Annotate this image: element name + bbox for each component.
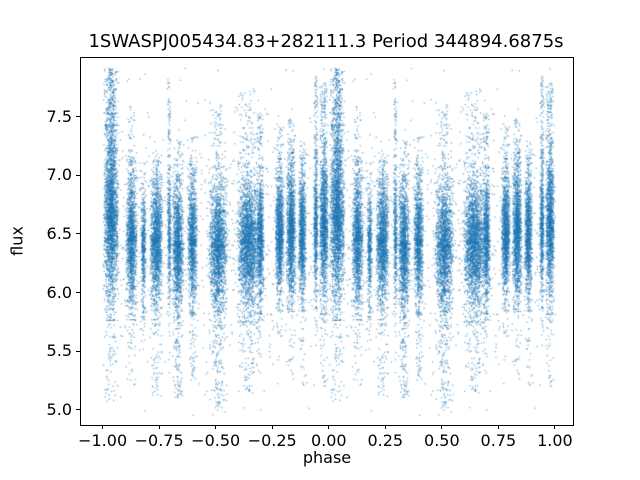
y-tick-mark bbox=[76, 409, 80, 411]
x-tick-mark bbox=[215, 425, 217, 429]
x-tick-label: −0.25 bbox=[247, 431, 297, 450]
x-tick-mark bbox=[554, 425, 556, 429]
y-tick-label: 5.5 bbox=[46, 341, 72, 361]
x-tick-label: 0.25 bbox=[367, 431, 404, 450]
y-tick-mark bbox=[76, 350, 80, 352]
x-tick-label: −0.50 bbox=[191, 431, 241, 450]
y-tick-label: 7.5 bbox=[46, 106, 72, 126]
x-tick-label: −1.00 bbox=[78, 431, 128, 450]
x-tick-label: −0.75 bbox=[134, 431, 184, 450]
x-tick-label: 0.00 bbox=[310, 431, 347, 450]
x-tick-label: 0.75 bbox=[480, 431, 517, 450]
x-tick-mark bbox=[497, 425, 499, 429]
x-tick-label: 0.50 bbox=[424, 431, 460, 450]
x-tick-mark bbox=[102, 425, 104, 429]
x-tick-mark bbox=[328, 425, 330, 429]
y-tick-label: 5.0 bbox=[46, 399, 72, 419]
y-tick-mark bbox=[76, 174, 80, 176]
x-tick-mark bbox=[271, 425, 273, 429]
y-axis-label: flux bbox=[7, 226, 27, 256]
y-tick-mark bbox=[76, 233, 80, 235]
x-tick-label: 1.00 bbox=[537, 431, 573, 450]
x-tick-mark bbox=[384, 425, 386, 429]
y-tick-label: 6.5 bbox=[46, 223, 72, 243]
y-tick-mark bbox=[76, 292, 80, 294]
chart-title: 1SWASPJ005434.83+282111.3 Period 344894.… bbox=[88, 31, 564, 52]
x-tick-mark bbox=[158, 425, 160, 429]
y-tick-label: 7.0 bbox=[46, 165, 72, 185]
y-tick-mark bbox=[76, 116, 80, 118]
y-tick-label: 6.0 bbox=[46, 282, 72, 302]
x-tick-mark bbox=[441, 425, 443, 429]
x-axis-label: phase bbox=[302, 448, 352, 467]
